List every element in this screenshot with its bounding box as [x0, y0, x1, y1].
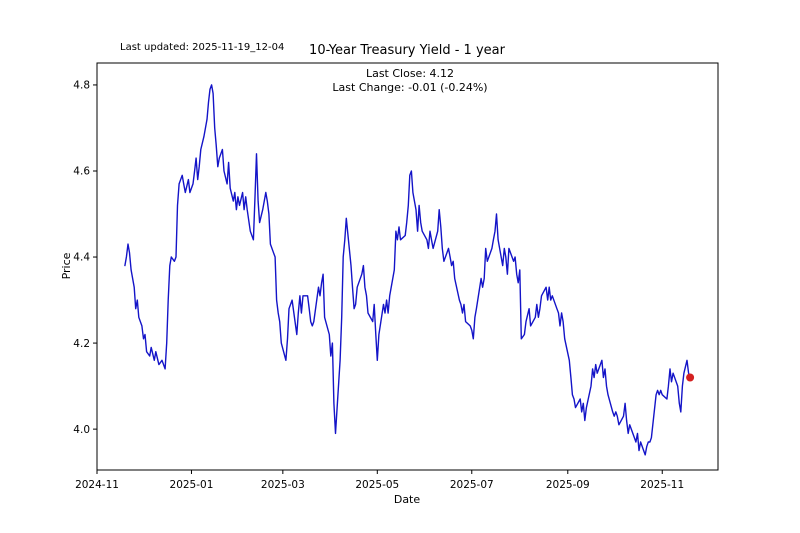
- plot-area: [96, 62, 719, 471]
- last-updated-text: Last updated: 2025-11-19_12-04: [120, 42, 284, 53]
- x-tick-label: 2025-07: [450, 479, 494, 491]
- x-tick-label: 2025-05: [355, 479, 399, 491]
- y-tick-label: 4.0: [73, 424, 90, 436]
- y-tick-label: 4.2: [73, 338, 90, 350]
- chart-title: 10-Year Treasury Yield - 1 year: [309, 43, 506, 58]
- x-axis-label: Date: [394, 493, 421, 506]
- annotation-last-change: Last Change: -0.01 (-0.24%): [332, 81, 487, 94]
- y-tick-label: 4.6: [73, 166, 90, 178]
- axis-ticks-layer: 2024-11 2025-01 2025-03 2025-05 2025-07 2025-…: [73, 80, 684, 491]
- x-tick-label: 2025-01: [170, 479, 214, 491]
- x-tick-label: 2025-09: [546, 479, 590, 491]
- x-tick-label: 2025-03: [261, 479, 305, 491]
- y-tick-label: 4.8: [73, 80, 90, 92]
- x-tick-label: 2025-11: [640, 479, 684, 491]
- price-line-series: [124, 84, 691, 456]
- x-tick-label: 2024-11: [75, 479, 119, 491]
- annotation-last-close: Last Close: 4.12: [366, 67, 454, 80]
- y-tick-label: 4.4: [73, 252, 90, 264]
- y-axis-label: Price: [60, 252, 73, 279]
- last-price-marker: [686, 373, 695, 382]
